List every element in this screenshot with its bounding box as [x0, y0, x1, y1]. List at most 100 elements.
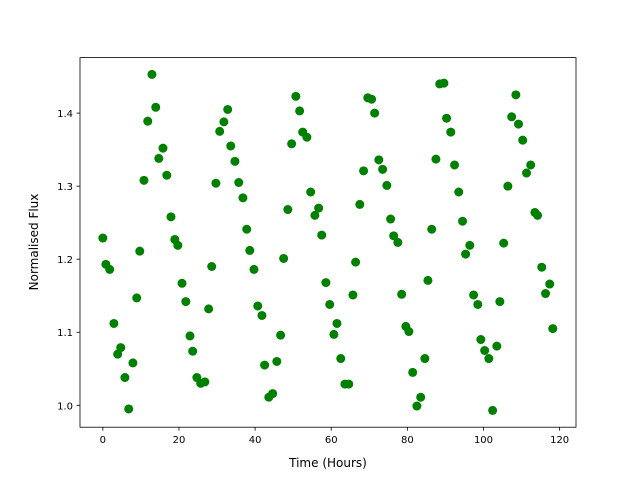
point [492, 341, 502, 351]
point [132, 293, 142, 303]
point [158, 143, 168, 153]
point [370, 108, 380, 118]
point [260, 360, 270, 370]
point [139, 175, 149, 185]
point [211, 178, 221, 188]
point [442, 113, 452, 123]
point [473, 299, 483, 309]
point [480, 346, 490, 356]
point [105, 264, 115, 274]
point [476, 335, 486, 345]
point [423, 275, 433, 285]
point [143, 116, 153, 126]
point [291, 91, 301, 101]
point [329, 329, 339, 339]
point [484, 354, 494, 364]
point [522, 168, 532, 178]
point [162, 170, 172, 180]
point [458, 216, 468, 226]
point [412, 401, 422, 411]
point [336, 354, 346, 364]
point [450, 160, 460, 170]
point [287, 139, 297, 149]
point [98, 233, 108, 243]
point [545, 279, 555, 289]
point [367, 94, 377, 104]
point [548, 324, 558, 334]
point [295, 106, 305, 116]
point [359, 166, 369, 176]
point [242, 224, 252, 234]
point [147, 69, 157, 79]
point [469, 290, 479, 300]
point [135, 246, 145, 256]
point [223, 104, 233, 114]
x-tick-label: 20 [173, 435, 186, 446]
point [245, 245, 255, 255]
point [511, 90, 521, 100]
point [348, 290, 358, 300]
x-tick-label: 80 [401, 435, 414, 446]
point [416, 392, 426, 402]
y-axis-label: Normalised Flux [27, 194, 41, 291]
x-tick-label: 40 [249, 435, 262, 446]
point [526, 160, 536, 170]
point [226, 141, 236, 151]
point [276, 330, 286, 340]
point [230, 156, 240, 166]
point [306, 187, 316, 197]
x-tick-label: 0 [100, 435, 106, 446]
point [154, 153, 164, 163]
point [533, 210, 543, 220]
point [537, 262, 547, 272]
point [321, 278, 331, 288]
x-tick-label: 120 [550, 435, 569, 446]
y-tick-label: 1.1 [57, 328, 73, 339]
point [325, 299, 335, 309]
point [124, 404, 134, 414]
point [332, 318, 342, 328]
point [439, 78, 449, 88]
x-tick-label: 100 [474, 435, 493, 446]
point [408, 367, 418, 377]
point [420, 354, 430, 364]
point [234, 178, 244, 188]
y-tick-label: 1.4 [57, 109, 73, 120]
point [207, 262, 217, 272]
point [507, 112, 517, 122]
point [389, 231, 399, 241]
point [272, 356, 282, 366]
x-tick-label: 60 [325, 435, 338, 446]
point [499, 238, 509, 248]
point [253, 301, 263, 311]
y-tick-label: 1.3 [57, 182, 73, 193]
point [314, 203, 324, 213]
point [310, 210, 320, 220]
point [238, 193, 248, 203]
point [215, 126, 225, 136]
point [495, 297, 505, 307]
point [503, 181, 513, 191]
point [351, 257, 361, 267]
point [257, 310, 267, 320]
point [541, 289, 551, 299]
point [268, 389, 278, 399]
point [109, 318, 119, 328]
point [427, 224, 437, 234]
point [283, 205, 293, 215]
point [185, 331, 195, 341]
point [173, 240, 183, 250]
x-axis-label: Time (Hours) [288, 456, 367, 470]
point [249, 264, 259, 274]
point [382, 180, 392, 190]
point [200, 377, 210, 387]
point [514, 119, 524, 129]
point [151, 102, 161, 112]
point [461, 249, 471, 259]
point [397, 289, 407, 299]
point [188, 346, 198, 356]
point [404, 327, 414, 337]
point [431, 154, 441, 164]
